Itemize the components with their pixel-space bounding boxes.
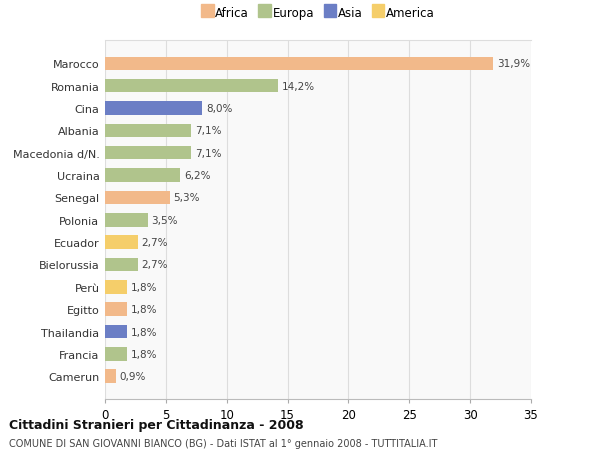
Bar (105, 303, 127, 316)
Text: 1,8%: 1,8% (131, 349, 157, 359)
Text: 3,5%: 3,5% (151, 215, 178, 225)
Legend: Africa, Europa, Asia, America: Africa, Europa, Asia, America (200, 6, 436, 22)
Text: 5,3%: 5,3% (173, 193, 200, 203)
Text: 31,9%: 31,9% (497, 59, 530, 69)
Bar (105, 236, 138, 249)
Bar (105, 325, 127, 338)
Text: 2,7%: 2,7% (142, 260, 168, 270)
Text: 2,7%: 2,7% (142, 238, 168, 247)
Text: 1,8%: 1,8% (131, 282, 157, 292)
Bar (105, 80, 278, 93)
Bar (105, 191, 170, 205)
Text: 7,1%: 7,1% (195, 148, 221, 158)
Bar (105, 169, 181, 182)
Bar (105, 347, 127, 361)
Text: 0,9%: 0,9% (119, 371, 146, 381)
Bar (105, 280, 127, 294)
Bar (105, 258, 138, 272)
Bar (105, 213, 148, 227)
Text: 6,2%: 6,2% (184, 171, 211, 181)
Bar (105, 124, 191, 138)
Text: 1,8%: 1,8% (131, 327, 157, 337)
Bar (105, 102, 202, 116)
Bar (105, 369, 116, 383)
Bar (105, 57, 493, 71)
Text: 1,8%: 1,8% (131, 304, 157, 314)
Bar (105, 147, 191, 160)
Text: COMUNE DI SAN GIOVANNI BIANCO (BG) - Dati ISTAT al 1° gennaio 2008 - TUTTITALIA.: COMUNE DI SAN GIOVANNI BIANCO (BG) - Dat… (9, 438, 437, 448)
Text: Cittadini Stranieri per Cittadinanza - 2008: Cittadini Stranieri per Cittadinanza - 2… (9, 418, 304, 431)
Text: 7,1%: 7,1% (195, 126, 221, 136)
Text: 14,2%: 14,2% (281, 82, 314, 91)
Text: 8,0%: 8,0% (206, 104, 232, 114)
